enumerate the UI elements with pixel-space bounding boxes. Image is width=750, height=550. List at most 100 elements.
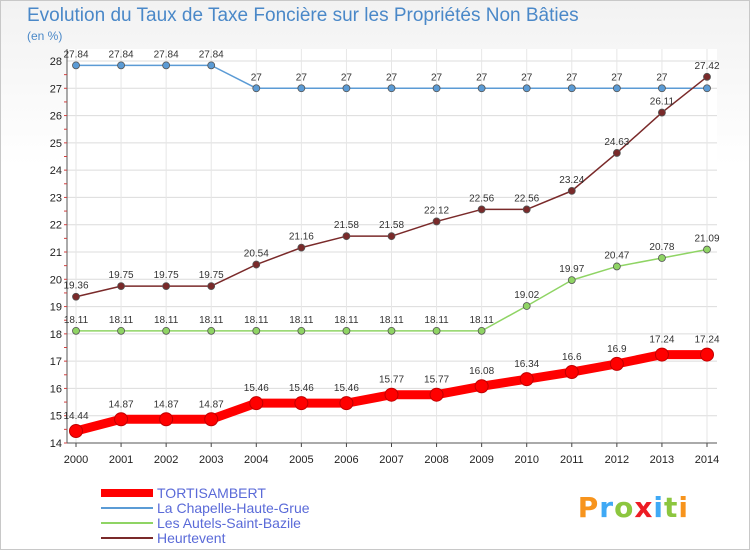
data-point xyxy=(297,243,306,252)
data-point xyxy=(429,387,444,402)
data-point xyxy=(342,232,351,241)
data-label: 19.02 xyxy=(514,290,539,301)
data-point xyxy=(432,217,441,226)
data-label: 19.75 xyxy=(154,270,179,281)
data-point xyxy=(117,282,125,291)
data-point xyxy=(207,282,216,291)
data-point xyxy=(703,72,711,81)
y-tick-label: 23 xyxy=(50,192,62,204)
data-point xyxy=(477,84,486,93)
x-tick-label: 2000 xyxy=(64,454,88,466)
data-point xyxy=(207,326,216,335)
x-tick-label: 2011 xyxy=(560,454,584,466)
y-tick-label: 19 xyxy=(50,302,62,314)
data-label: 27 xyxy=(476,72,488,83)
data-label: 27.42 xyxy=(694,61,719,72)
legend-label: Les Autels-Saint-Bazile xyxy=(157,514,301,531)
data-label: 22.56 xyxy=(514,193,539,204)
data-point xyxy=(162,282,171,291)
data-point xyxy=(117,326,125,335)
data-point xyxy=(72,292,80,301)
legend-item: Les Autels-Saint-Bazile xyxy=(101,514,310,531)
data-point xyxy=(342,84,351,93)
data-label: 21.09 xyxy=(694,234,719,245)
data-label: 23.24 xyxy=(559,175,584,186)
x-tick-label: 2013 xyxy=(650,454,674,466)
data-label: 19.36 xyxy=(63,281,88,292)
x-tick-label: 2009 xyxy=(469,454,493,466)
data-point xyxy=(432,84,441,93)
data-label: 20.47 xyxy=(604,250,629,261)
data-point xyxy=(294,396,309,411)
data-label: 21.58 xyxy=(334,220,359,231)
data-point xyxy=(162,326,171,335)
data-label: 27.84 xyxy=(63,49,88,60)
data-point xyxy=(658,254,666,262)
data-point xyxy=(432,326,441,335)
x-tick-label: 2008 xyxy=(424,454,448,466)
legend-swatch xyxy=(101,521,153,524)
data-point xyxy=(207,61,216,70)
data-point xyxy=(522,205,531,214)
data-label: 18.11 xyxy=(64,315,89,326)
data-point xyxy=(159,412,174,427)
x-tick-label: 2014 xyxy=(695,454,719,466)
data-label: 18.11 xyxy=(199,315,224,326)
data-label: 18.11 xyxy=(469,315,494,326)
legend-swatch xyxy=(101,488,153,497)
y-tick-label: 16 xyxy=(50,383,62,395)
data-label: 14.87 xyxy=(109,399,134,410)
data-label: 19.75 xyxy=(199,270,224,281)
data-point xyxy=(703,245,711,254)
data-point xyxy=(162,61,171,70)
data-label: 21.16 xyxy=(289,232,314,243)
legend-item: La Chapelle-Haute-Grue xyxy=(101,500,310,516)
data-label: 14.87 xyxy=(199,399,224,410)
data-point xyxy=(339,396,354,411)
data-point xyxy=(297,326,306,335)
data-point xyxy=(252,326,261,335)
data-label: 15.77 xyxy=(379,375,404,386)
data-point xyxy=(477,326,486,335)
data-point xyxy=(477,205,486,214)
data-label: 16.6 xyxy=(562,352,582,363)
data-point xyxy=(297,84,306,93)
x-tick-label: 2012 xyxy=(605,454,629,466)
data-label: 26.11 xyxy=(650,97,675,108)
data-point xyxy=(654,347,669,362)
data-label: 18.11 xyxy=(289,315,314,326)
data-label: 27.84 xyxy=(199,49,224,60)
data-point xyxy=(519,372,534,387)
data-point xyxy=(69,423,83,438)
data-point xyxy=(700,347,714,362)
data-label: 16.9 xyxy=(607,344,627,355)
data-point xyxy=(612,84,621,93)
legend-label: Heurtevent xyxy=(157,529,226,546)
data-point xyxy=(567,186,576,195)
y-tick-label: 18 xyxy=(50,329,62,341)
data-label: 20.78 xyxy=(649,242,674,253)
data-label: 18.11 xyxy=(379,315,404,326)
y-tick-label: 17 xyxy=(50,356,62,368)
data-point xyxy=(72,326,80,335)
data-point xyxy=(384,387,399,402)
data-point xyxy=(474,379,489,394)
data-label: 18.11 xyxy=(154,315,179,326)
x-tick-label: 2003 xyxy=(199,454,223,466)
legend-item: Heurtevent xyxy=(101,529,310,546)
y-tick-label: 21 xyxy=(50,247,62,259)
data-point xyxy=(522,302,531,310)
data-point xyxy=(117,61,125,70)
data-point xyxy=(703,84,711,93)
data-label: 27.84 xyxy=(154,49,179,60)
data-label: 17.24 xyxy=(694,335,719,346)
data-point xyxy=(387,84,396,93)
data-label: 18.11 xyxy=(334,315,359,326)
x-tick-label: 2007 xyxy=(379,454,403,466)
data-point xyxy=(72,61,80,70)
data-point xyxy=(567,84,576,93)
data-label: 27 xyxy=(296,72,308,83)
data-label: 18.11 xyxy=(424,315,449,326)
data-label: 15.46 xyxy=(289,383,314,394)
y-tick-label: 15 xyxy=(50,411,62,423)
